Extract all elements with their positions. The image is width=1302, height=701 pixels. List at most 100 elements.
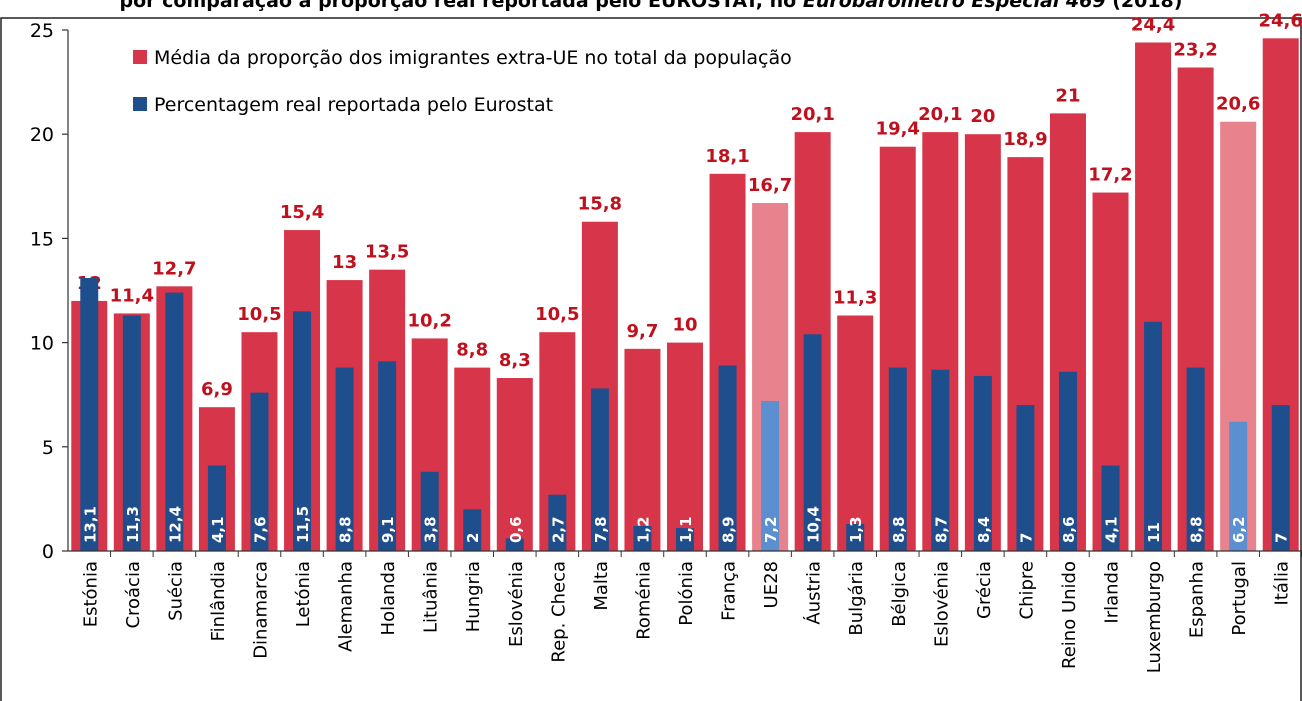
legend-label: Percentagem real reportada pelo Eurostat — [154, 94, 553, 116]
x-tick-label: Polónia — [676, 561, 697, 626]
x-tick-label: Suécia — [165, 561, 186, 621]
value-label: 10,5 — [237, 304, 281, 325]
x-tick-label: Letónia — [293, 561, 314, 627]
value-label: 6,2 — [1230, 516, 1248, 543]
bar — [505, 538, 524, 551]
value-label: 8,7 — [932, 516, 950, 543]
value-label: 8,8 — [456, 340, 488, 361]
value-label: 10,2 — [407, 310, 451, 331]
value-label: 8,4 — [975, 516, 993, 543]
value-label: 16,7 — [748, 175, 792, 196]
value-label: 7,8 — [592, 516, 610, 543]
x-tick-label: Lituânia — [421, 561, 442, 633]
value-label: 8,9 — [720, 516, 738, 543]
x-tick-label: Grécia — [974, 561, 995, 619]
value-label: 10,5 — [535, 304, 579, 325]
bar — [676, 528, 694, 551]
value-label: 18,1 — [705, 146, 749, 167]
bar — [624, 348, 661, 551]
title-part: Eurobarómetro Especial 469 — [803, 0, 1106, 12]
value-label: 10,4 — [805, 506, 823, 543]
value-label: 18,9 — [1003, 129, 1047, 150]
value-label: 9,7 — [627, 321, 659, 342]
value-label: 8,8 — [337, 516, 355, 543]
title-part: (2018) — [1106, 0, 1183, 12]
legend-label: Média da proporção dos imigrantes extra-… — [154, 47, 792, 69]
x-tick-label: Itália — [1272, 561, 1293, 605]
x-tick-label: Malta — [591, 561, 612, 611]
value-label: 11,4 — [110, 285, 154, 306]
legend-swatch — [133, 97, 147, 111]
value-label: 7,2 — [762, 516, 780, 543]
x-tick-label: UE28 — [761, 561, 782, 608]
value-label: 1,1 — [677, 516, 695, 543]
value-label: 19,4 — [876, 119, 920, 140]
bar — [1101, 465, 1120, 551]
bar — [293, 311, 312, 551]
value-label: 11,5 — [294, 506, 312, 543]
x-tick-label: Espanha — [1187, 561, 1208, 638]
x-tick-label: Chipre — [1016, 561, 1037, 619]
bar — [1144, 321, 1163, 551]
x-tick-label: França — [719, 561, 740, 621]
legend-swatch — [133, 50, 147, 64]
value-label: 15,4 — [280, 202, 324, 223]
value-label: 1,3 — [847, 516, 865, 543]
value-label: 8,3 — [499, 350, 531, 371]
bar — [718, 365, 737, 551]
y-tick-label: 5 — [42, 437, 54, 459]
bar — [420, 471, 439, 551]
bar — [1229, 421, 1248, 551]
bar — [837, 315, 874, 551]
value-label: 24,6 — [1259, 10, 1302, 31]
value-label: 8,8 — [1188, 516, 1206, 543]
value-label: 4,1 — [209, 516, 227, 543]
value-label: 13 — [332, 252, 357, 273]
bar — [1271, 405, 1290, 551]
bar — [548, 494, 567, 551]
y-tick-label: 20 — [30, 124, 54, 146]
x-tick-label: Alemanha — [336, 561, 357, 652]
value-label: 24,4 — [1131, 15, 1175, 36]
x-tick-label: Hungria — [463, 561, 484, 632]
value-label: 20,1 — [918, 104, 962, 125]
value-label: 3,8 — [422, 516, 440, 543]
x-tick-label: Irlanda — [1102, 561, 1123, 624]
bar — [931, 369, 950, 551]
value-label: 2 — [464, 533, 482, 543]
bar — [165, 292, 184, 551]
value-label: 13,1 — [81, 506, 99, 543]
value-label: 7 — [1273, 533, 1291, 543]
value-label: 10 — [672, 315, 697, 336]
value-label: 4,1 — [1103, 516, 1121, 543]
x-tick-label: Finlândia — [208, 561, 229, 641]
x-tick-label: Croácia — [123, 561, 144, 629]
value-label: 12,4 — [166, 506, 184, 543]
value-label: 11,3 — [833, 288, 877, 309]
value-label: 12,7 — [152, 258, 196, 279]
bar — [667, 342, 703, 551]
value-label: 7,6 — [251, 516, 269, 543]
value-label: 11,3 — [124, 506, 142, 543]
bar — [1058, 371, 1077, 551]
x-tick-label: Bulgária — [846, 561, 867, 636]
value-label: 6,9 — [201, 379, 233, 400]
bar — [1186, 367, 1205, 551]
value-label: 0,6 — [507, 516, 525, 543]
bar — [207, 465, 226, 551]
x-tick-label: Eslovénia — [931, 561, 952, 647]
bar — [973, 375, 992, 551]
title-part: por comparação à proporção real reportad… — [120, 0, 803, 12]
bar — [122, 315, 141, 551]
bar — [803, 334, 822, 551]
x-tick-label: Portugal — [1229, 561, 1250, 636]
bar — [80, 277, 99, 551]
bar — [250, 392, 269, 551]
y-tick-label: 15 — [30, 228, 54, 250]
bar — [633, 525, 652, 551]
value-label: 13,5 — [365, 242, 409, 263]
frame — [0, 17, 1302, 701]
value-label: 17,2 — [1088, 165, 1132, 186]
y-tick-label: 10 — [30, 333, 54, 355]
bar — [496, 378, 533, 551]
